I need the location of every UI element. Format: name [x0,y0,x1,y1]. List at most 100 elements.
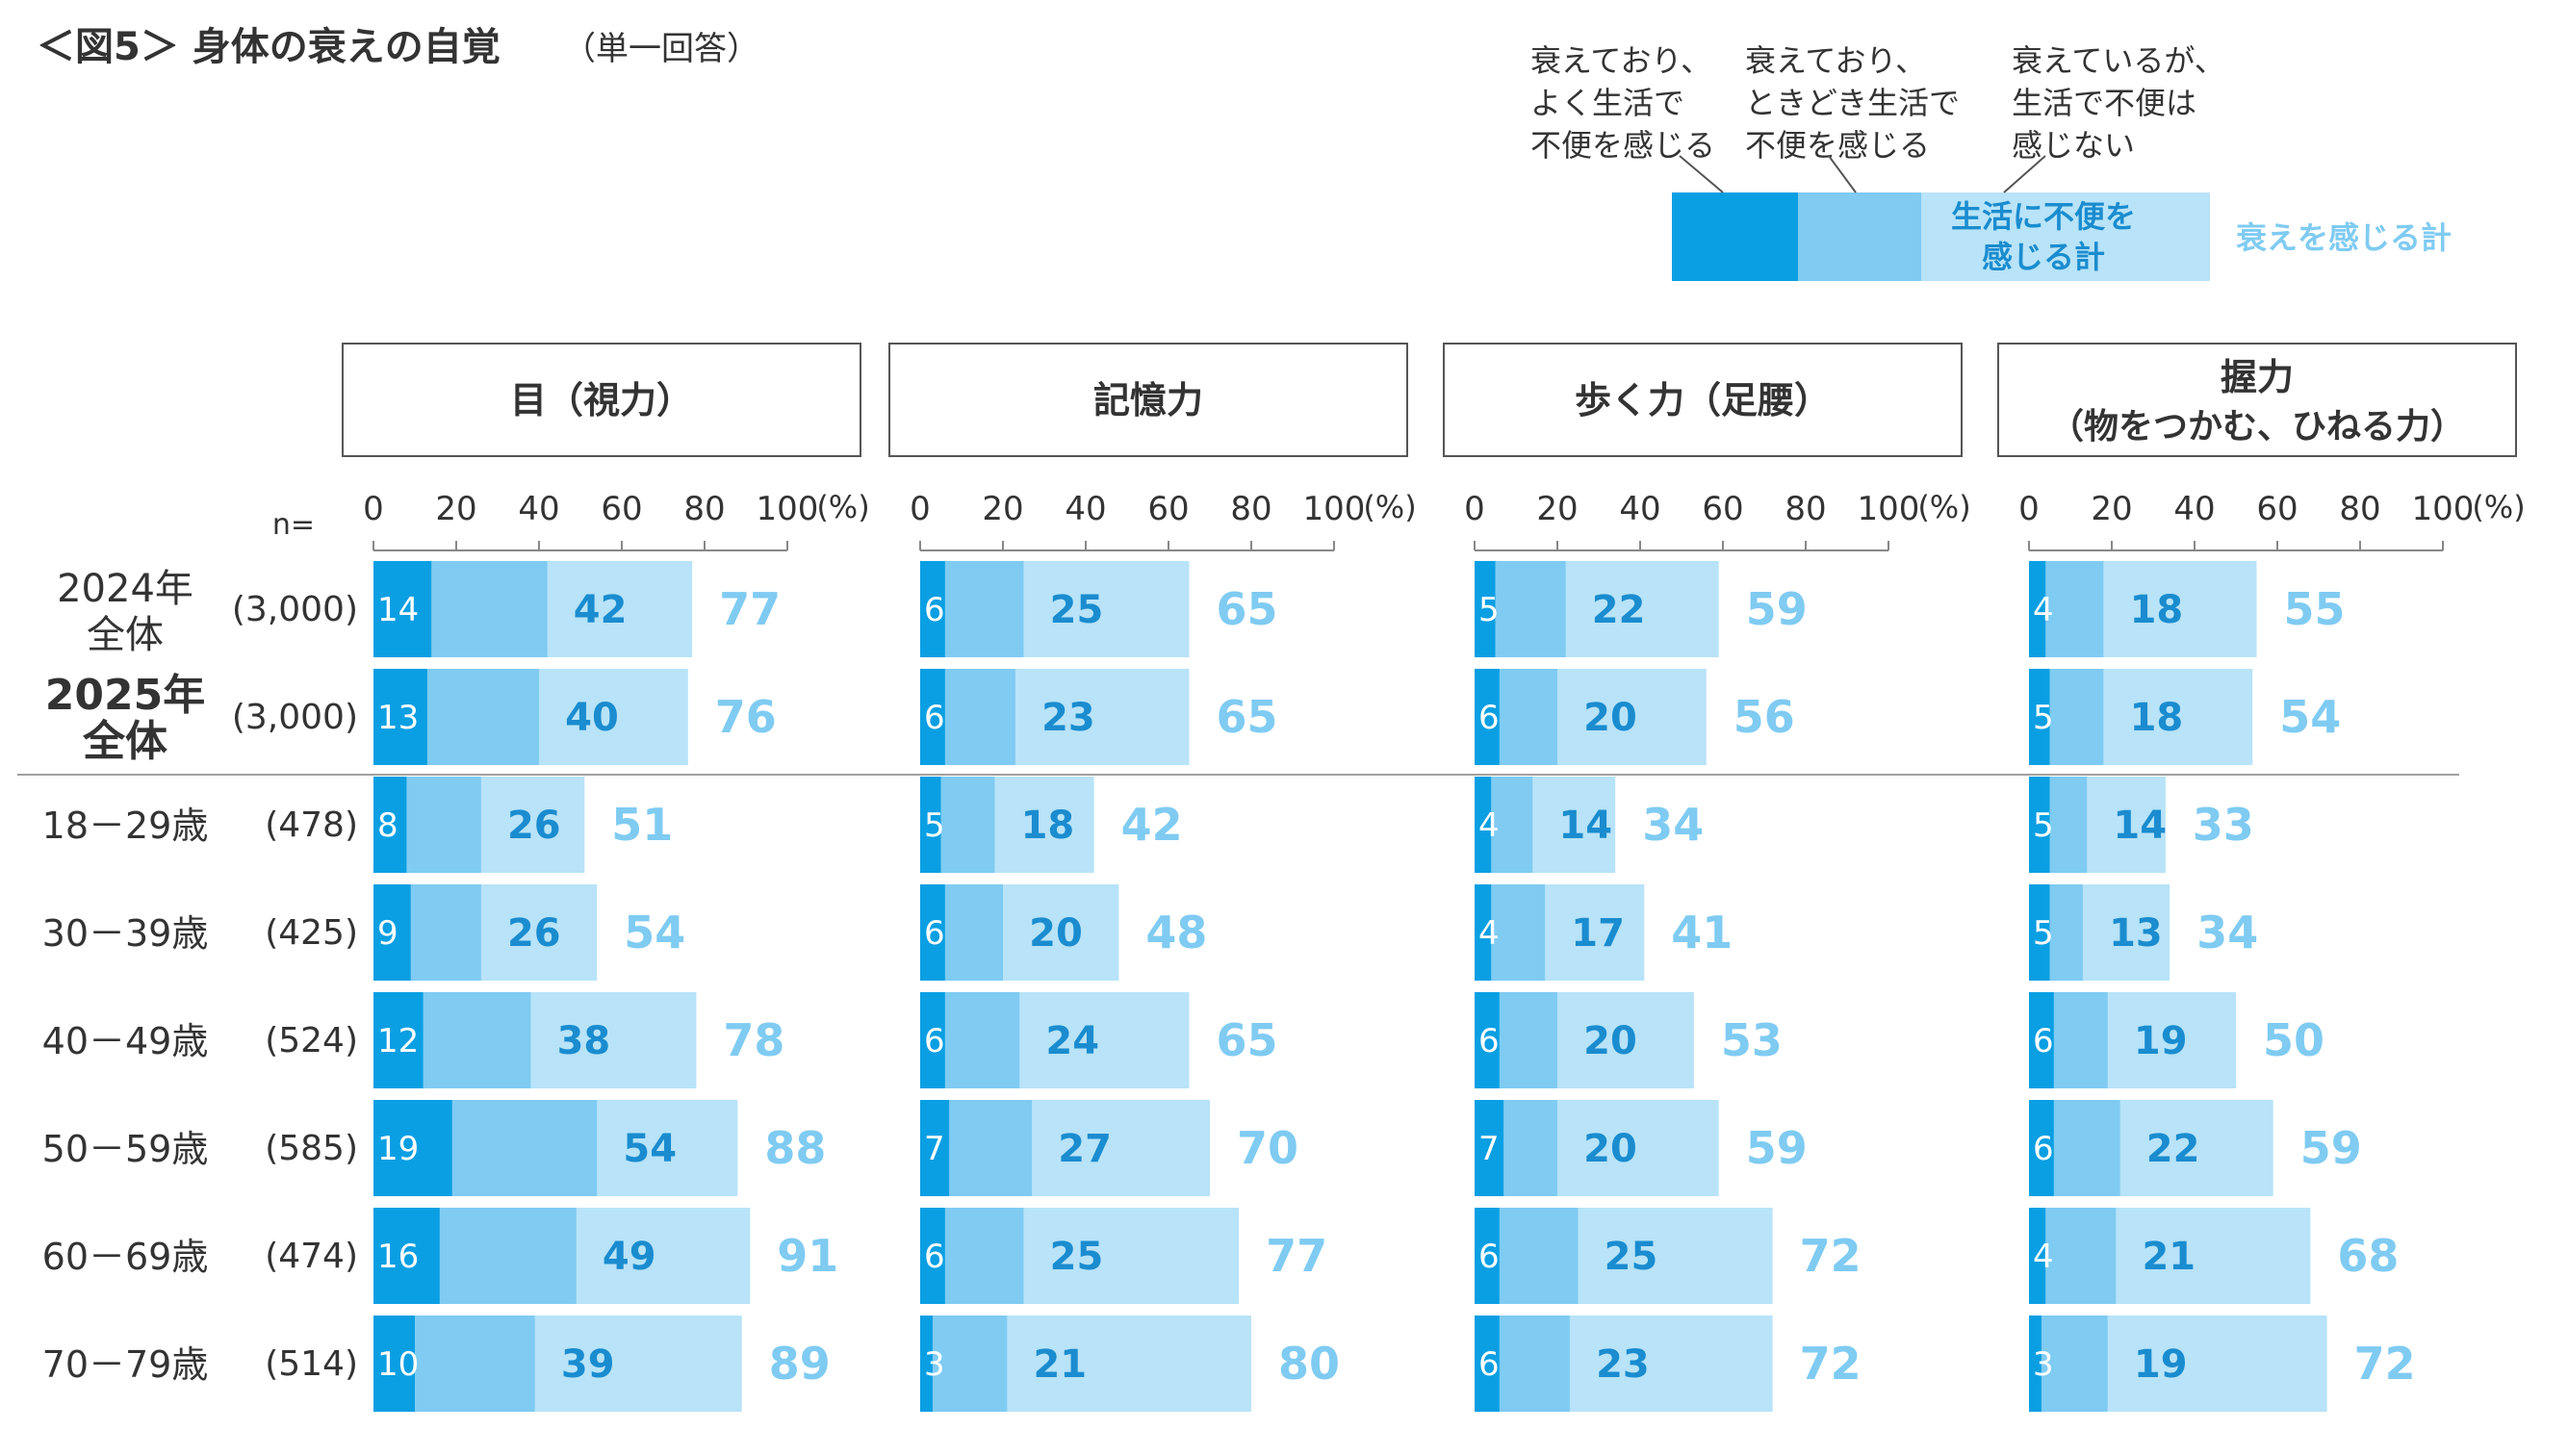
row-n-value: (425) [265,913,358,953]
bar-often [373,1100,452,1196]
axis-unit: (%) [1363,489,1416,525]
data-label-decline-total: 77 [719,583,781,635]
data-label-decline-total: 89 [769,1338,831,1390]
axis-tick-label: 60 [2256,490,2298,528]
axis-tick-label: 20 [1536,490,1578,528]
axis-tick-label: 20 [982,490,1023,528]
axis-tick-label: 0 [2018,490,2040,528]
legend-label-often-line1: 衰えており、 [1530,42,1711,79]
bar-often [1475,561,1496,657]
n-label: n= [272,508,315,542]
data-label-often: 10 [377,1345,419,1384]
legend-leader-no-inconvenience [2003,155,2046,193]
data-label-inconvenience-total: 42 [574,588,628,632]
axis-tick-label: 40 [518,490,559,528]
bar-sometimes [920,1316,1008,1412]
data-label-often: 6 [924,914,945,953]
row-label: 全体 [82,717,167,766]
bar-often [920,1100,950,1196]
data-label-often: 6 [924,1238,945,1276]
data-label-inconvenience-total: 21 [1033,1342,1087,1387]
data-label-inconvenience-total: 20 [1583,1019,1637,1063]
data-label-inconvenience-total: 14 [2113,804,2167,848]
data-label-often: 12 [377,1022,419,1060]
legend-decline-total: 衰えを感じる計 [2236,219,2452,256]
chart-title-sub: （単一回答） [563,30,759,68]
bar-often [920,1316,933,1412]
data-label-decline-total: 80 [1278,1338,1340,1390]
data-label-inconvenience-total: 39 [561,1342,615,1387]
data-label-often: 4 [1478,914,1500,953]
data-label-decline-total: 65 [1217,691,1278,743]
axis-tick-label: 100 [1858,490,1920,528]
bar-often [1475,1100,1504,1196]
data-label-decline-total: 42 [1121,799,1183,851]
data-label-decline-total: 55 [2284,583,2346,635]
bar-often [920,884,945,981]
axis-tick-label: 100 [1303,490,1366,528]
data-label-often: 6 [1478,1345,1500,1384]
bar-often [920,669,945,765]
row-label: 全体 [87,613,164,657]
data-label-inconvenience-total: 18 [2130,588,2184,632]
data-label-decline-total: 33 [2193,799,2254,851]
bar-often [373,1208,440,1304]
data-label-decline-total: 72 [1800,1230,1862,1282]
legend-swatch-often [1672,192,1798,281]
data-label-often: 6 [924,591,945,629]
data-label-often: 6 [1478,1238,1500,1276]
data-label-decline-total: 72 [2354,1338,2416,1390]
row-n-value: (3,000) [232,590,358,629]
bar-often [2029,1316,2042,1412]
legend-label-no-inconvenience-line3: 感じない [2012,127,2135,164]
data-label-decline-total: 65 [1217,583,1278,635]
data-label-inconvenience-total: 38 [557,1019,611,1063]
panel-header-box [1997,343,2517,457]
row-label: 50－59歳 [42,1128,209,1170]
chart-title: ＜図5＞ 身体の衰えの自覚 （単一回答） [37,25,759,69]
data-label-inconvenience-total: 24 [1045,1019,1099,1063]
panel-title: 記憶力 [1093,379,1203,421]
axis-tick-label: 100 [757,490,819,528]
data-label-often: 13 [377,699,419,737]
bar-often [2029,1100,2054,1196]
axis-tick-label: 40 [1065,490,1106,528]
legend-label-no-inconvenience-line2: 生活で不便は [2012,85,2196,121]
data-label-inconvenience-total: 20 [1583,1127,1637,1171]
legend-label-sometimes-line3: 不便を感じる [1745,127,1930,164]
data-label-inconvenience-total: 49 [603,1235,656,1279]
data-label-often: 4 [2033,591,2054,629]
legend: 生活に不便を感じる計衰えを感じる計衰えており、よく生活で不便を感じる衰えており、… [1530,42,2452,281]
bar-often [1475,992,1500,1088]
data-label-decline-total: 76 [715,691,777,743]
data-label-decline-total: 91 [777,1230,838,1282]
axis-tick-label: 100 [2412,490,2475,528]
data-label-decline-total: 34 [2196,907,2258,958]
data-label-inconvenience-total: 25 [1050,588,1104,632]
panel: 握力（物をつかむ、ひねる力）0 20 40 60 80 100(%)4 18 555 18 545… [1997,343,2526,1412]
data-label-decline-total: 50 [2263,1014,2324,1066]
bar-sometimes [2029,1316,2108,1412]
legend-swatch-sometimes [1798,192,1921,281]
data-label-often: 6 [1478,699,1500,737]
row-n-value: (514) [265,1344,358,1384]
data-label-often: 5 [2033,806,2054,845]
data-label-inconvenience-total: 20 [1583,696,1637,740]
data-label-decline-total: 78 [723,1014,784,1066]
axis-tick-label: 80 [1230,490,1271,528]
bar-often [920,777,941,873]
data-label-often: 6 [924,1022,945,1060]
data-label-often: 6 [2033,1022,2054,1060]
data-label-inconvenience-total: 13 [2109,911,2163,956]
data-label-inconvenience-total: 40 [565,696,619,740]
legend-label-sometimes-line2: ときどき生活で [1745,85,1960,121]
data-label-inconvenience-total: 26 [507,911,561,956]
panel-header-box [1443,343,1963,457]
data-label-decline-total: 59 [1746,1122,1808,1174]
data-label-decline-total: 48 [1145,907,1207,958]
data-label-decline-total: 51 [611,799,673,851]
legend-label-sometimes-line1: 衰えており、 [1745,42,1926,79]
bar-often [2029,992,2054,1088]
data-label-decline-total: 59 [1746,583,1808,635]
data-label-often: 5 [2033,699,2054,737]
